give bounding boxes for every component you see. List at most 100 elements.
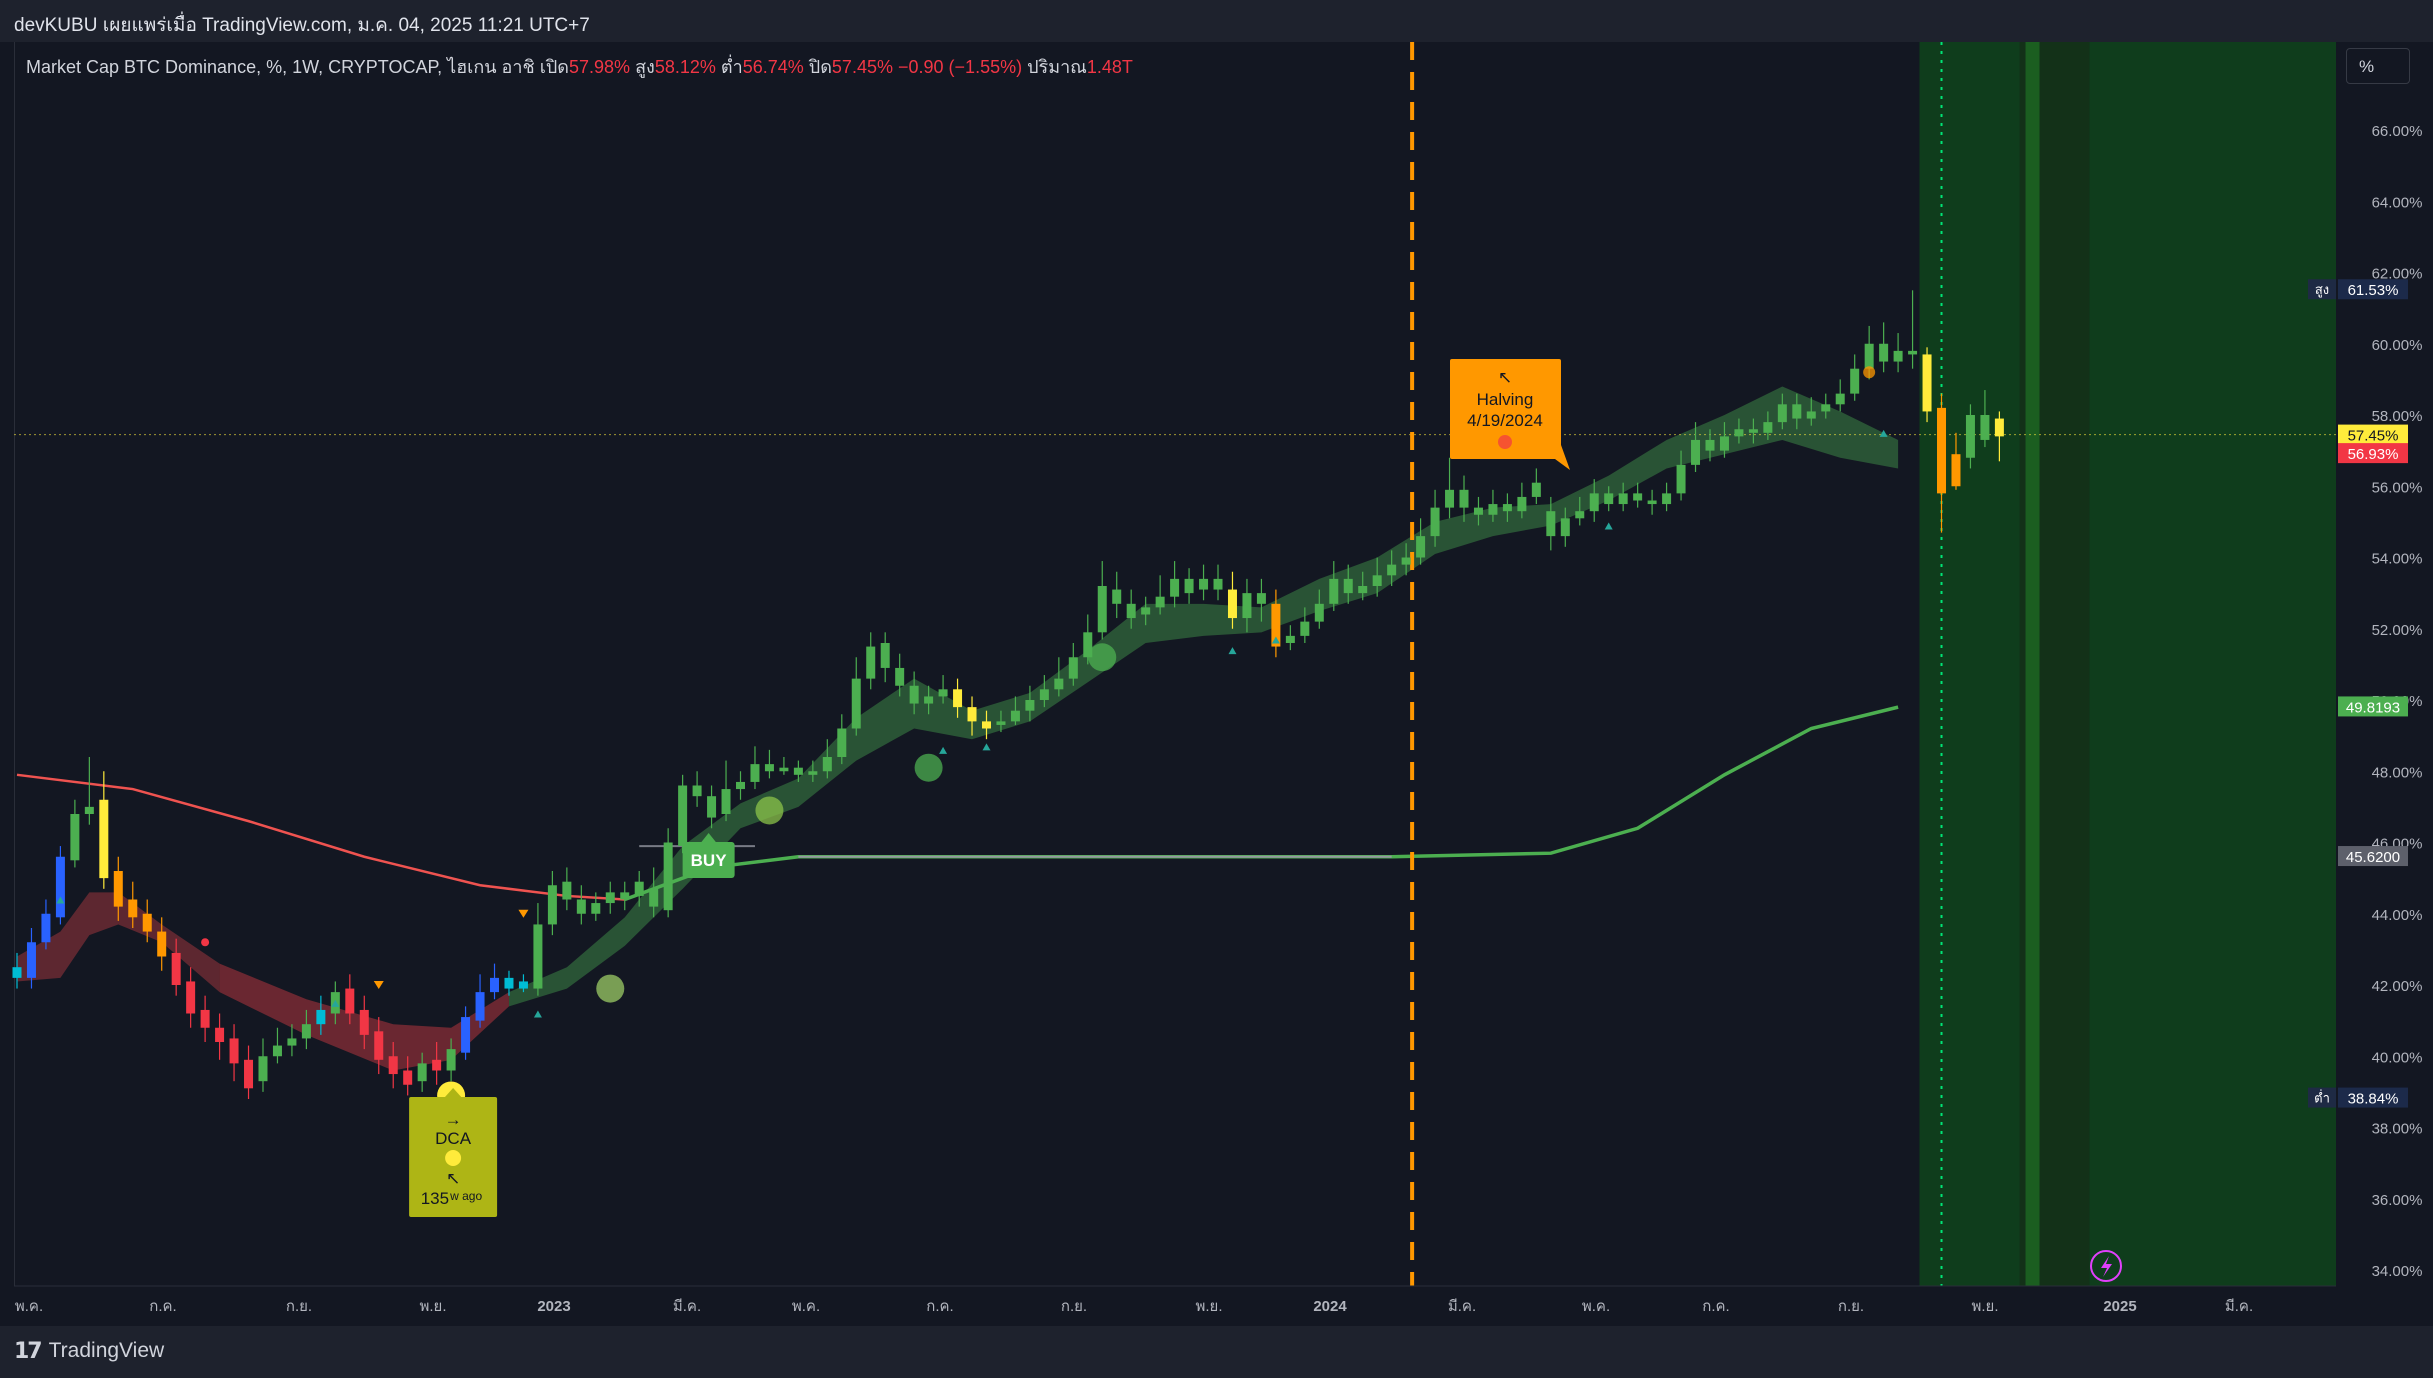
candle-body	[1155, 596, 1165, 608]
up-triangle-marker	[56, 896, 65, 904]
up-triangle-marker	[1228, 647, 1237, 655]
candle-body	[1662, 493, 1672, 505]
candle-body	[1937, 407, 1947, 494]
signal-dot	[914, 753, 943, 782]
candle-body	[1705, 439, 1715, 451]
candle-body	[996, 721, 1006, 725]
price-label-bg	[2338, 1087, 2408, 1108]
time-tick: พ.ค.	[15, 1298, 43, 1315]
candle-body	[1589, 493, 1599, 512]
up-triangle-marker	[331, 999, 340, 1007]
candle-body	[26, 942, 36, 978]
candle-body	[1691, 439, 1701, 465]
dca-count: 135	[421, 1189, 449, 1208]
moving-average-green	[624, 705, 1899, 902]
percent-scale-button[interactable]: %	[2346, 48, 2410, 84]
price-tick: 44.00%	[2372, 907, 2423, 924]
candle-body	[1097, 586, 1107, 633]
halving-label: Halving	[1477, 390, 1534, 409]
price-label-text: 61.53%	[2348, 282, 2399, 299]
price-label: 49.8193	[2338, 696, 2408, 717]
candle-body	[41, 913, 51, 943]
candle-body	[258, 1056, 268, 1082]
candle-body	[200, 1009, 210, 1028]
candle-body	[1994, 418, 2004, 437]
candle-body	[272, 1045, 282, 1057]
price-label-bg	[2338, 696, 2408, 717]
candle-body	[620, 892, 630, 900]
tradingview-brand[interactable]: 𝟭𝟳 TradingView	[14, 1338, 164, 1364]
candle-body	[1184, 578, 1194, 594]
candle-body	[1445, 489, 1455, 508]
price-label: 45.6200	[2338, 846, 2408, 867]
price-label-bg	[2338, 443, 2408, 464]
candle-body	[750, 764, 760, 782]
candle-body	[605, 892, 615, 904]
price-tick: 40.00%	[2372, 1049, 2423, 1066]
candle-body	[1314, 603, 1324, 622]
candle-body	[186, 981, 196, 1014]
candle-body	[1719, 436, 1729, 451]
candle-body	[591, 903, 601, 914]
candle-body	[403, 1070, 413, 1085]
candle-body	[417, 1063, 427, 1082]
candle-body	[1112, 589, 1122, 604]
halving-arrow: ↖	[1498, 368, 1512, 387]
candle-body	[880, 643, 890, 668]
candle-body	[1271, 603, 1281, 647]
candle-body	[1821, 404, 1831, 412]
candle-body	[1488, 504, 1498, 515]
price-tick: 58.00%	[2372, 408, 2423, 425]
candle-body	[562, 881, 572, 900]
price-tick: 54.00%	[2372, 551, 2423, 568]
candle-body	[1777, 404, 1787, 423]
candle-body	[1459, 489, 1469, 508]
time-tick: ก.ย.	[1838, 1298, 1864, 1315]
bottom-bar	[0, 1326, 2433, 1378]
buy-pointer	[700, 833, 717, 843]
price-tick: 36.00%	[2372, 1192, 2423, 1209]
candle-body	[1285, 635, 1295, 643]
price-label-prefix-bg	[2308, 279, 2336, 300]
price-label-prefix: สูง	[2315, 282, 2329, 298]
candle-body	[1126, 603, 1136, 619]
time-tick: ก.ค.	[1702, 1298, 1729, 1315]
down-triangle-marker	[373, 981, 384, 989]
candle-body	[157, 931, 167, 957]
candle-body	[851, 678, 861, 729]
up-triangle-marker	[1271, 636, 1280, 644]
candle-body	[1141, 607, 1151, 615]
time-tick: ก.ค.	[149, 1298, 176, 1315]
candle-body	[764, 764, 774, 772]
up-triangle-marker	[982, 743, 991, 751]
candle-body	[128, 899, 138, 918]
candle-body	[55, 856, 65, 918]
candle-body	[1387, 564, 1397, 576]
legend-change: −0.90 (−1.55%)	[898, 57, 1023, 77]
candle-body	[359, 1009, 369, 1035]
candle-body	[446, 1049, 456, 1071]
candle-body	[1850, 368, 1860, 394]
price-tick: 64.00%	[2372, 194, 2423, 211]
signal-dot	[1863, 366, 1876, 379]
candle-body	[547, 885, 557, 925]
lightning-icon	[2090, 1250, 2122, 1282]
candle-body	[99, 799, 109, 879]
price-tick: 62.00%	[2372, 266, 2423, 283]
price-tick: 34.00%	[2372, 1263, 2423, 1280]
price-tick: 66.00%	[2372, 123, 2423, 140]
candle-body	[1604, 493, 1614, 505]
candle-body	[1647, 500, 1657, 505]
candle-body	[866, 646, 876, 679]
dca-arrow-bottom: ↖	[446, 1169, 460, 1188]
candle-body	[953, 689, 963, 708]
candle-body	[1893, 350, 1903, 362]
top-bar: devKUBU เผยแพร่เมื่อ TradingView.com, ม.…	[0, 0, 2433, 42]
candle-body	[1358, 586, 1368, 594]
candle-body	[721, 789, 731, 814]
legend-high-label: สูง	[635, 57, 655, 77]
candle-body	[475, 992, 485, 1021]
candle-body	[1748, 429, 1758, 433]
candle-body	[113, 871, 123, 907]
